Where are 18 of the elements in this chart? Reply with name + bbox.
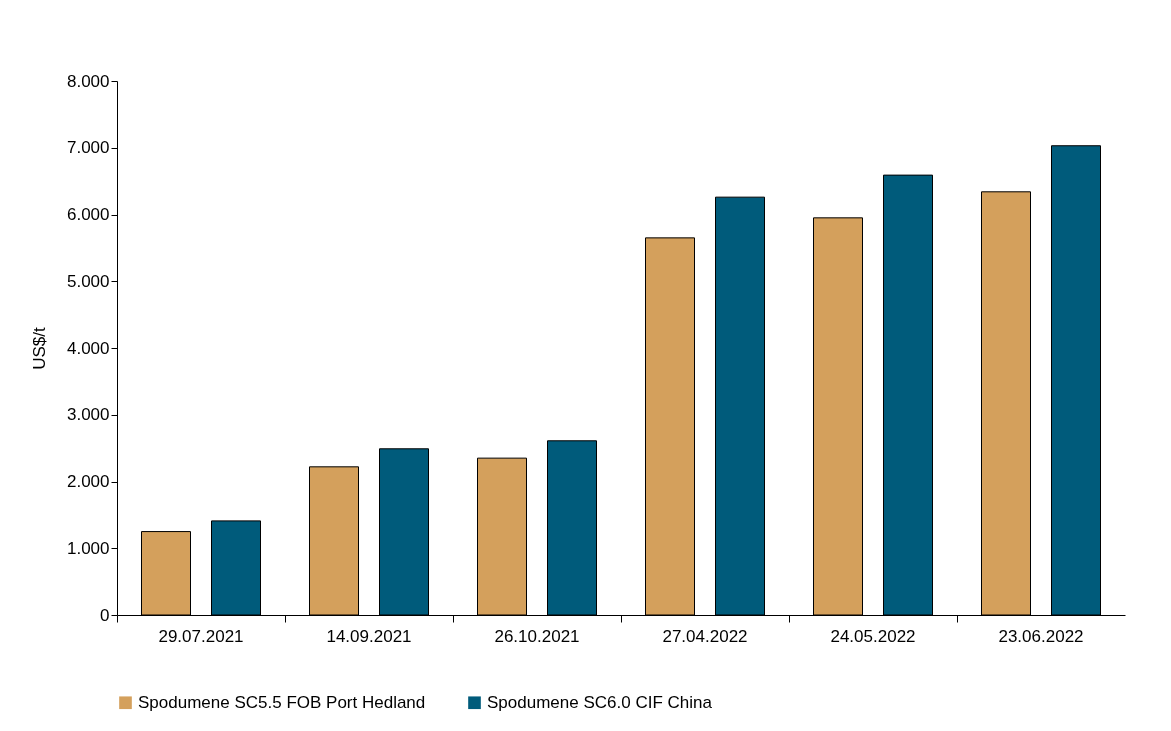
y-tick-label: 1.000 [66, 538, 110, 558]
legend-label: Spodumene SC6.0 CIF China [487, 692, 713, 712]
x-tick-label: 14.09.2021 [326, 626, 412, 646]
x-tick-label: 23.06.2022 [998, 626, 1084, 646]
y-axis-title: US$/t [29, 326, 49, 370]
y-tick-label: 0 [100, 605, 110, 625]
x-tick-label: 24.05.2022 [830, 626, 916, 646]
y-tick-label: 7.000 [66, 138, 110, 158]
legend-label: Spodumene SC5.5 FOB Port Hedland [138, 692, 426, 712]
x-tick-label: 29.07.2021 [158, 626, 244, 646]
y-tick-label: 5.000 [66, 271, 110, 291]
y-tick-label: 6.000 [66, 205, 110, 224]
x-tick-label: 27.04.2022 [662, 626, 748, 646]
y-tick-label: 8.000 [66, 71, 110, 91]
x-tick-label: 26.10.2021 [494, 626, 580, 646]
y-tick-label: 2.000 [66, 472, 110, 491]
y-tick-label: 3.000 [66, 405, 110, 425]
y-tick-label: 4.000 [66, 338, 110, 358]
